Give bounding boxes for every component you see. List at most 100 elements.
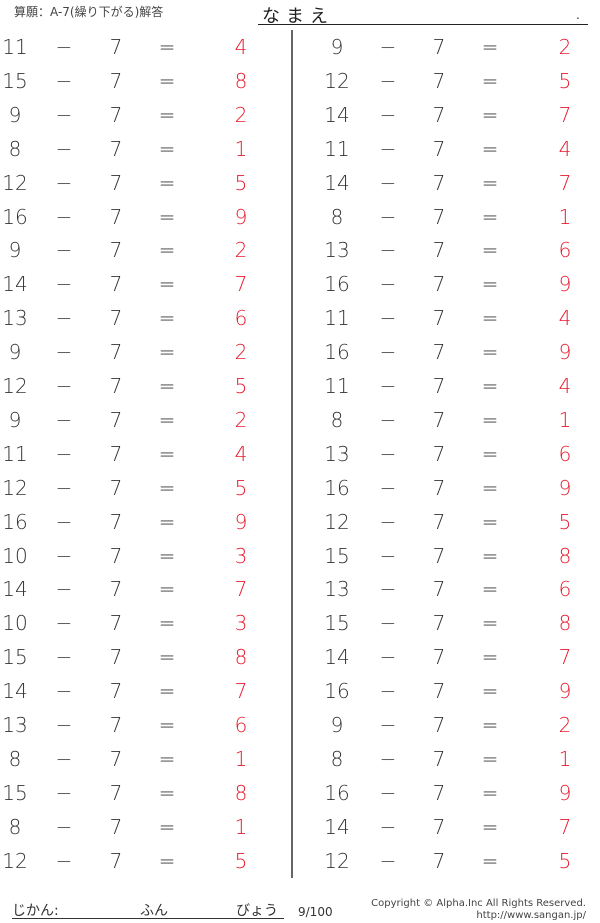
operand-a: 13 xyxy=(2,306,28,331)
equals-sign: = xyxy=(481,204,499,229)
equals-sign: = xyxy=(481,136,499,161)
operand-a: 14 xyxy=(2,272,28,297)
minus-sign: − xyxy=(379,679,397,704)
operand-a: 14 xyxy=(324,645,350,670)
minus-sign: − xyxy=(55,780,73,805)
equals-sign: = xyxy=(481,35,499,59)
problem-row: 11 − 7 = 4 xyxy=(0,371,600,401)
operand-b: 7 xyxy=(432,35,446,59)
problem-row: 15 − 7 = 8 xyxy=(0,642,600,672)
problem-row: 14 − 7 = 7 xyxy=(0,642,600,672)
operand-a: 16 xyxy=(324,679,350,704)
problem-row: 16 − 7 = 9 xyxy=(0,202,600,232)
answer: 7 xyxy=(234,577,248,602)
equals-sign: = xyxy=(481,407,499,432)
problem-row: 13 − 7 = 6 xyxy=(0,439,600,469)
minus-sign: − xyxy=(379,441,397,466)
column-divider xyxy=(291,30,293,878)
equals-sign: = xyxy=(158,543,176,568)
operand-a: 8 xyxy=(330,746,344,771)
equals-sign: = xyxy=(158,35,176,59)
answer: 5 xyxy=(234,475,248,500)
operand-b: 7 xyxy=(109,35,123,59)
problem-row: 15 − 7 = 8 xyxy=(0,608,600,638)
operand-b: 7 xyxy=(432,68,446,93)
operand-a: 12 xyxy=(324,509,350,534)
equals-sign: = xyxy=(158,746,176,771)
operand-b: 7 xyxy=(109,509,123,534)
equals-sign: = xyxy=(158,509,176,534)
problem-row: 9 − 7 = 2 xyxy=(0,405,600,435)
equals-sign: = xyxy=(481,848,499,873)
operand-a: 16 xyxy=(324,780,350,805)
operand-b: 7 xyxy=(432,374,446,398)
operand-a: 14 xyxy=(324,102,350,127)
operand-b: 7 xyxy=(432,238,446,263)
problem-row: 12 − 7 = 5 xyxy=(0,168,600,198)
operand-a: 9 xyxy=(8,238,22,263)
operand-b: 7 xyxy=(109,814,123,839)
minus-sign: − xyxy=(379,746,397,771)
minus-sign: − xyxy=(55,204,73,229)
equals-sign: = xyxy=(481,543,499,568)
equals-sign: = xyxy=(481,68,499,93)
minus-sign: − xyxy=(55,577,73,602)
minus-sign: − xyxy=(379,611,397,636)
equals-sign: = xyxy=(158,68,176,93)
problem-row: 13 − 7 = 6 xyxy=(0,710,600,740)
problem-row: 12 − 7 = 5 xyxy=(0,473,600,503)
answer: 8 xyxy=(558,611,572,636)
operand-b: 7 xyxy=(432,441,446,466)
minus-sign: − xyxy=(379,509,397,534)
answer: 2 xyxy=(558,713,572,737)
operand-a: 9 xyxy=(8,340,22,365)
operand-a: 14 xyxy=(2,679,28,704)
minus-sign: − xyxy=(379,475,397,500)
problem-row: 11 − 7 = 4 xyxy=(0,439,600,469)
problem-row: 16 − 7 = 9 xyxy=(0,507,600,537)
equals-sign: = xyxy=(158,713,176,737)
minus-sign: − xyxy=(379,374,397,398)
answer: 7 xyxy=(234,679,248,704)
equals-sign: = xyxy=(481,374,499,398)
equals-sign: = xyxy=(158,848,176,873)
operand-b: 7 xyxy=(432,475,446,500)
minus-sign: − xyxy=(55,611,73,636)
answer: 6 xyxy=(558,441,572,466)
problem-row: 12 − 7 = 5 xyxy=(0,846,600,876)
problem-row: 11 − 7 = 4 xyxy=(0,32,600,62)
answer: 9 xyxy=(234,204,248,229)
operand-b: 7 xyxy=(432,780,446,805)
minus-sign: − xyxy=(55,68,73,93)
operand-b: 7 xyxy=(109,374,123,398)
answer: 1 xyxy=(558,204,572,229)
equals-sign: = xyxy=(481,746,499,771)
minus-sign: − xyxy=(379,645,397,670)
problem-row: 14 − 7 = 7 xyxy=(0,100,600,130)
operand-b: 7 xyxy=(109,68,123,93)
minus-sign: − xyxy=(379,780,397,805)
operand-b: 7 xyxy=(109,306,123,331)
answer: 5 xyxy=(234,170,248,195)
answer: 7 xyxy=(558,170,572,195)
minus-sign: − xyxy=(55,679,73,704)
answer: 6 xyxy=(234,713,248,737)
minus-sign: − xyxy=(55,713,73,737)
equals-sign: = xyxy=(158,645,176,670)
operand-b: 7 xyxy=(109,577,123,602)
problem-row: 8 − 7 = 1 xyxy=(0,744,600,774)
operand-a: 14 xyxy=(324,170,350,195)
problem-row: 9 − 7 = 2 xyxy=(0,235,600,265)
operand-a: 8 xyxy=(8,136,22,161)
operand-a: 16 xyxy=(324,340,350,365)
answer: 3 xyxy=(234,543,248,568)
problem-row: 10 − 7 = 3 xyxy=(0,541,600,571)
problem-row: 15 − 7 = 8 xyxy=(0,66,600,96)
operand-a: 11 xyxy=(324,374,350,398)
operand-a: 15 xyxy=(324,611,350,636)
operand-b: 7 xyxy=(109,746,123,771)
minus-sign: − xyxy=(379,306,397,331)
operand-b: 7 xyxy=(109,238,123,263)
operand-b: 7 xyxy=(432,611,446,636)
problem-row: 9 − 7 = 2 xyxy=(0,337,600,367)
